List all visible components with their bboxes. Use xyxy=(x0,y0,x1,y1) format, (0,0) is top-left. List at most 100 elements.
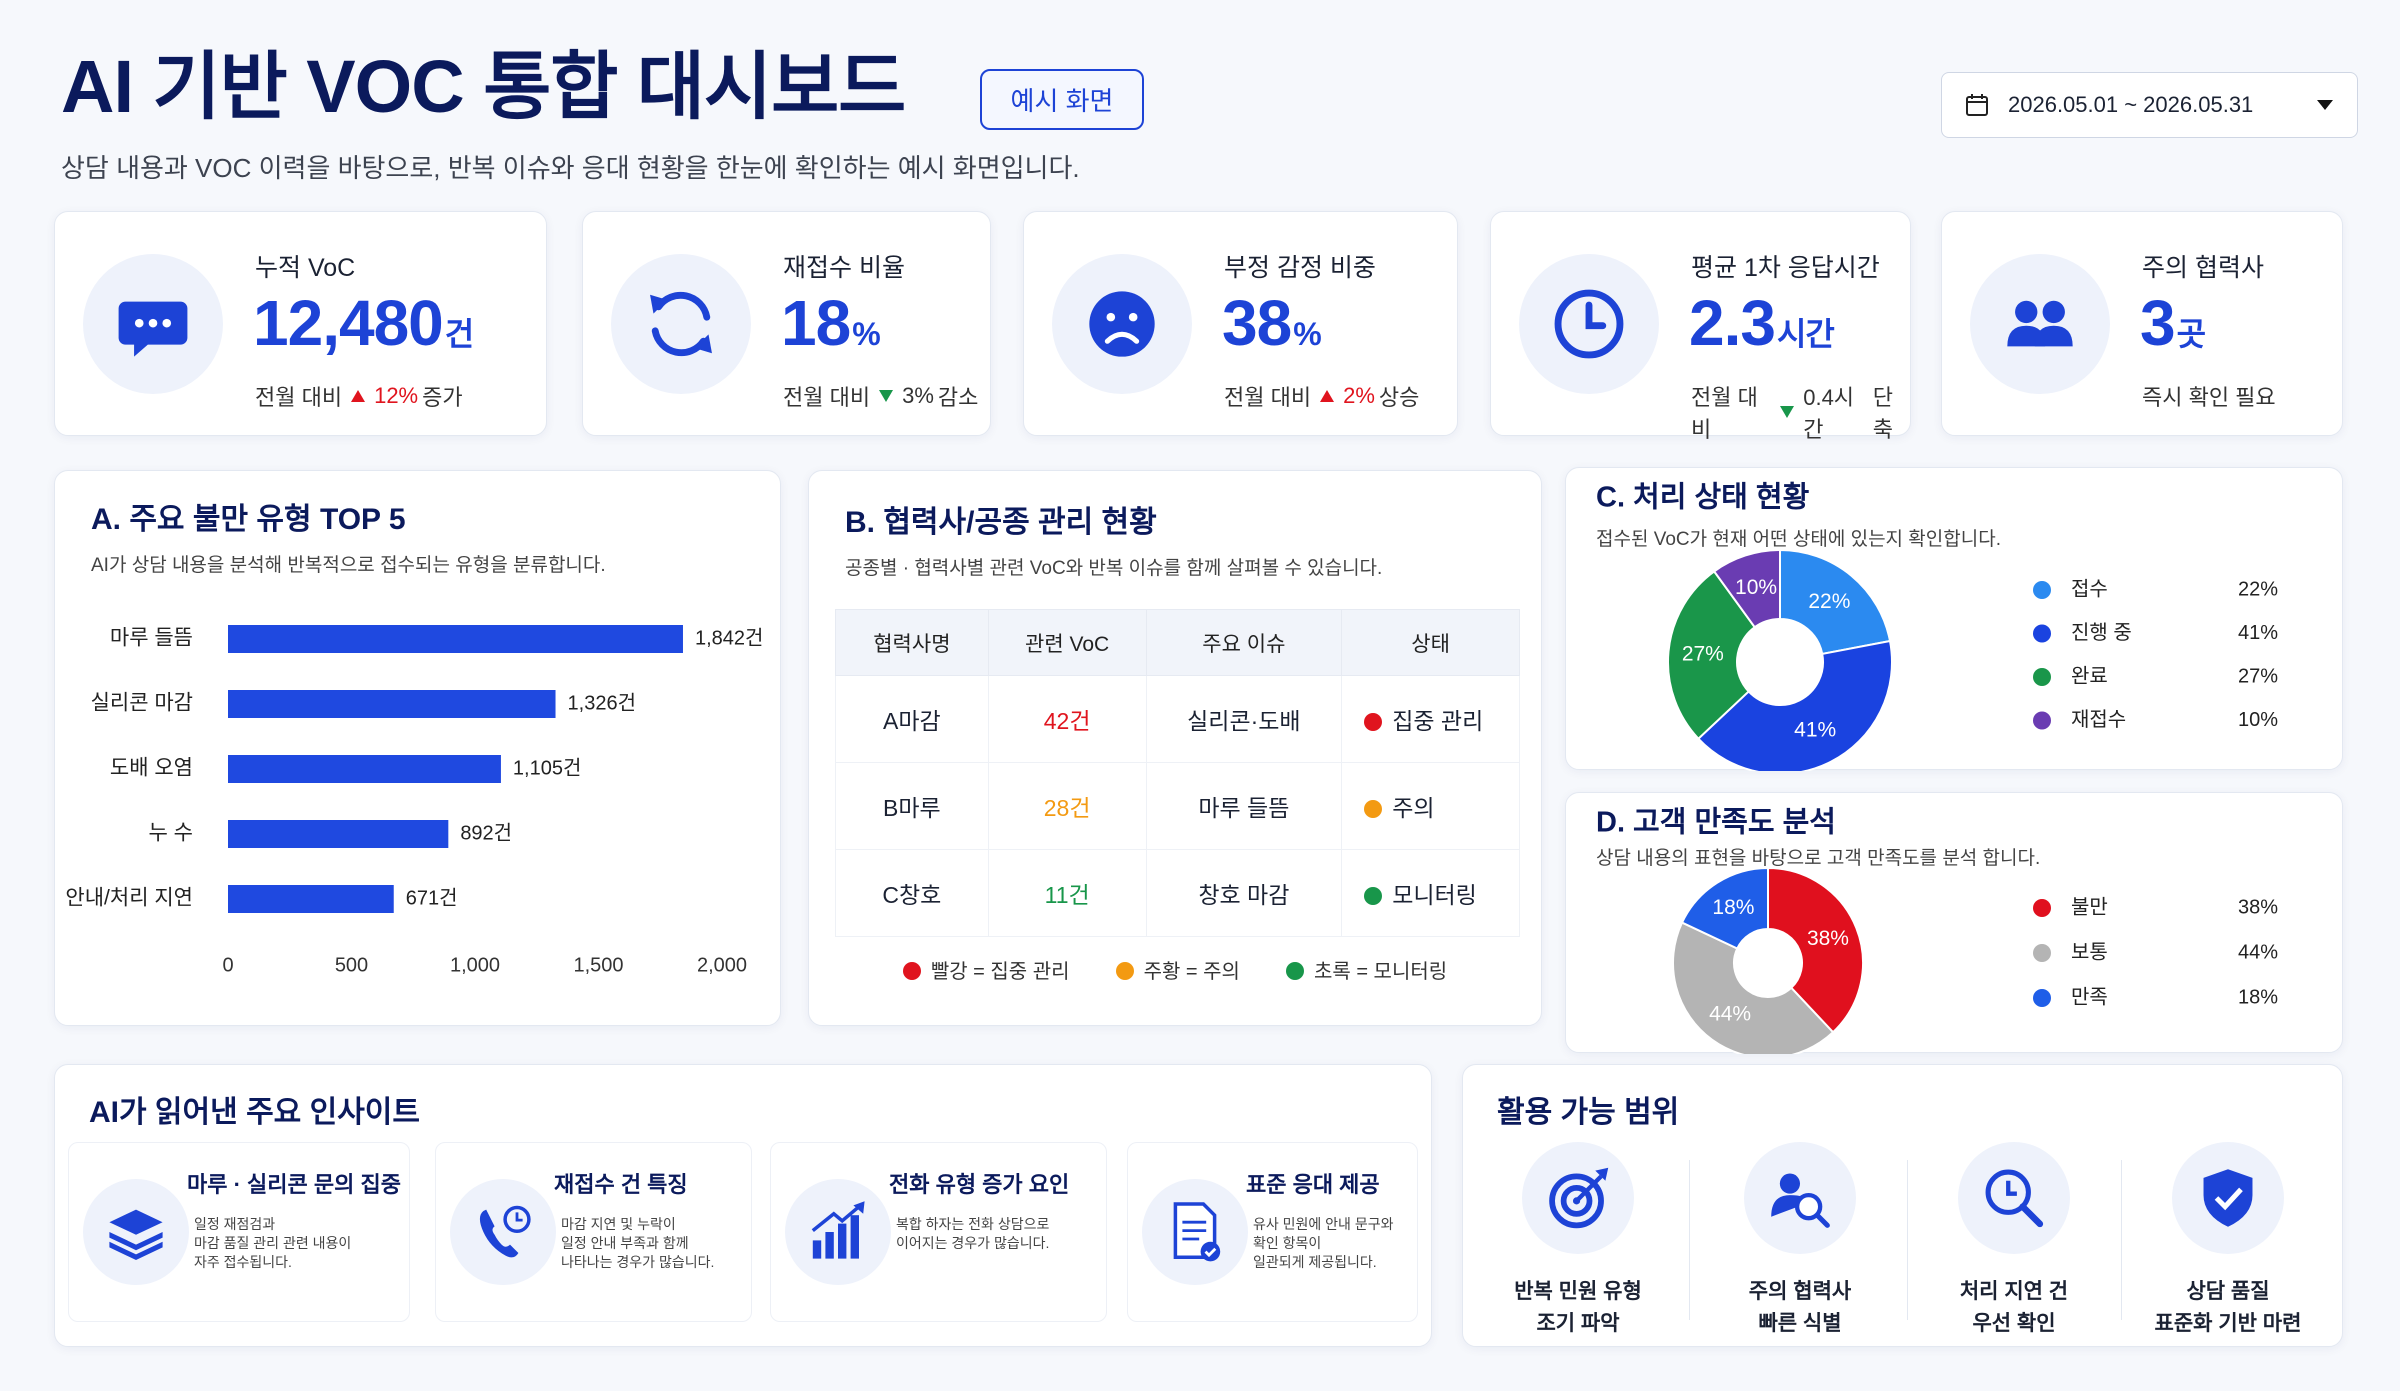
voc-count: 11건 xyxy=(987,849,1147,937)
insight-card: 표준 응대 제공 유사 민원에 안내 문구와 확인 항목이 일관되게 제공됩니다. xyxy=(1127,1142,1418,1322)
kpi-icon xyxy=(1970,254,2110,394)
donut-segment xyxy=(1680,866,1769,950)
date-range: 2026.05.01 ~ 2026.05.31 xyxy=(2008,92,2254,117)
scope-line: 빠른 식별 xyxy=(1758,1312,1842,1335)
legend-dot xyxy=(2033,989,2051,1007)
kpi-card: 누적 VoC 12,480건 전월 대비 12% 증가 xyxy=(54,211,547,436)
insight-text: 마감 지연 및 누락이 일정 안내 부족과 함께 나타나는 경우가 많습니다. xyxy=(561,1215,714,1272)
insight-text: 유사 민원에 안내 문구와 확인 항목이 일관되게 제공됩니다. xyxy=(1253,1215,1393,1272)
value-label: 892건 xyxy=(460,821,512,844)
status-text: 집중 관리 xyxy=(1392,708,1484,734)
scope-icon xyxy=(2172,1142,2284,1254)
kpi-icon xyxy=(611,254,751,394)
column-header: 관련 VoC xyxy=(987,609,1147,676)
panel-title: 활용 가능 범위 xyxy=(1497,1096,1680,1129)
category-label: 실리콘 마감 xyxy=(91,692,193,715)
segment-label: 27% xyxy=(1682,642,1724,665)
table-row: C창호 11건 창호 마감 모니터링 xyxy=(835,849,1520,937)
legend-value: 22% xyxy=(2238,578,2278,600)
insight-line: 마감 품질 관리 관련 내용이 xyxy=(194,1234,352,1251)
legend-label: 만족 xyxy=(2071,985,2108,1008)
page-title: AI 기반 VOC 통합 대시보드 xyxy=(61,45,906,128)
status-dot xyxy=(1364,800,1383,818)
kpi-note-text: 전월 대비 xyxy=(1224,385,1312,410)
voc-count: 28건 xyxy=(987,762,1147,850)
separator xyxy=(1689,1160,1690,1320)
icon xyxy=(1771,1173,1830,1228)
kpi-label: 부정 감정 비중 xyxy=(1224,254,1376,282)
legend-value: 10% xyxy=(2238,709,2278,731)
insight-line: 이어지는 경우가 많습니다. xyxy=(896,1234,1050,1251)
icon xyxy=(650,291,712,357)
panel-title: B. 협력사/공종 관리 현황 xyxy=(845,506,1157,539)
scope-text: 처리 지연 건 우선 확인 xyxy=(1907,1276,2121,1340)
kpi-label: 평균 1차 응답시간 xyxy=(1691,254,1880,282)
legend-label: 불만 xyxy=(2071,895,2108,918)
insight-title: 재접수 건 특징 xyxy=(554,1172,688,1197)
icon xyxy=(118,301,188,357)
icon xyxy=(479,1205,531,1258)
kpi-card: 평균 1차 응답시간 2.3시간 전월 대비 0.4시간 단축 xyxy=(1490,211,1911,442)
kpi-icon xyxy=(83,254,223,394)
scope-text: 반복 민원 유형 조기 파악 xyxy=(1471,1276,1685,1340)
partner-table: 협력사명 관련 VoC 주요 이슈 상태 A마감 42건 실리콘·도배 집중 관리 B마루 28건… xyxy=(835,609,1520,937)
panel-subtitle: 공종별 · 협력사별 관련 VoC와 반복 이슈를 함께 살펴볼 수 있습니다. xyxy=(845,558,1383,579)
value-label: 1,842건 xyxy=(695,626,763,649)
kpi-unit: 시간 xyxy=(1776,316,1835,352)
chart-subtitle: 상담 내용의 표현을 바탕으로 고객 만족도를 분석 합니다. xyxy=(1596,847,2040,869)
legend-item: 초록 = 모니터링 xyxy=(1285,955,1447,984)
segment-label: 10% xyxy=(1735,576,1777,599)
legend-dot xyxy=(2033,711,2051,730)
column-header: 상태 xyxy=(1341,609,1520,676)
kpi-number: 18 xyxy=(781,287,851,359)
kpi-note-text: 전월 대비 xyxy=(255,385,343,410)
legend-dot xyxy=(2033,899,2051,917)
scope-icon xyxy=(1522,1142,1634,1254)
value-label: 1,105건 xyxy=(513,756,581,779)
partner-name: B마루 xyxy=(835,762,989,850)
x-tick-label: 0 xyxy=(222,954,233,976)
x-tick-label: 1,000 xyxy=(450,954,500,976)
scope-item: 처리 지연 건 우선 확인 xyxy=(1907,1142,2121,1335)
status-text: 모니터링 xyxy=(1392,882,1477,908)
icon xyxy=(811,1201,865,1259)
kpi-note: 전월 대비 3% 감소 xyxy=(783,380,978,412)
partner-name: C창호 xyxy=(835,849,989,937)
kpi-note: 즉시 확인 필요 xyxy=(2142,380,2276,412)
kpi-note: 전월 대비 0.4시간 단축 xyxy=(1691,380,1910,444)
date-range-picker[interactable]: 2026.05.01 ~ 2026.05.31 xyxy=(1941,72,2358,138)
kpi-value: 12,480건 xyxy=(253,286,474,360)
separator xyxy=(2121,1160,2122,1320)
insight-line: 일관되게 제공됩니다. xyxy=(1253,1253,1377,1270)
kpi-label: 재접수 비율 xyxy=(783,254,905,282)
category-label: 누 수 xyxy=(149,822,193,845)
column-header: 주요 이슈 xyxy=(1145,609,1343,676)
legend-value: 18% xyxy=(2238,986,2278,1008)
status-dot xyxy=(1364,713,1383,731)
legend-label: 완료 xyxy=(2071,664,2108,687)
kpi-label: 주의 협력사 xyxy=(2142,254,2264,282)
legend-dot xyxy=(2033,668,2051,686)
kpi-change-text: 증가 xyxy=(422,385,463,410)
insight-icon xyxy=(450,1179,556,1285)
voc-count: 42건 xyxy=(987,675,1147,763)
kpi-label: 누적 VoC xyxy=(255,254,356,282)
kpi-note-text: 전월 대비 xyxy=(783,385,871,410)
scope-line: 주의 협력사 xyxy=(1748,1280,1852,1303)
scope-line: 처리 지연 건 xyxy=(1959,1280,2069,1303)
status-cell: 집중 관리 xyxy=(1341,675,1520,763)
satisfaction-panel: D. 고객 만족도 분석 상담 내용의 표현을 바탕으로 고객 만족도를 분석 합… xyxy=(1565,792,2343,1059)
legend-label: 주황 = 주의 xyxy=(1143,961,1240,983)
kpi-change-text: 상승 xyxy=(1378,385,1420,410)
trend-arrow xyxy=(1779,405,1795,419)
kpi-unit: 건 xyxy=(444,316,474,352)
legend-item: 주황 = 주의 xyxy=(1115,955,1240,984)
table-row: A마감 42건 실리콘·도배 집중 관리 xyxy=(835,675,1520,763)
chart-title: A. 주요 불만 유형 TOP 5 xyxy=(91,503,406,536)
icon xyxy=(2203,1169,2253,1227)
legend-dot xyxy=(902,962,921,980)
